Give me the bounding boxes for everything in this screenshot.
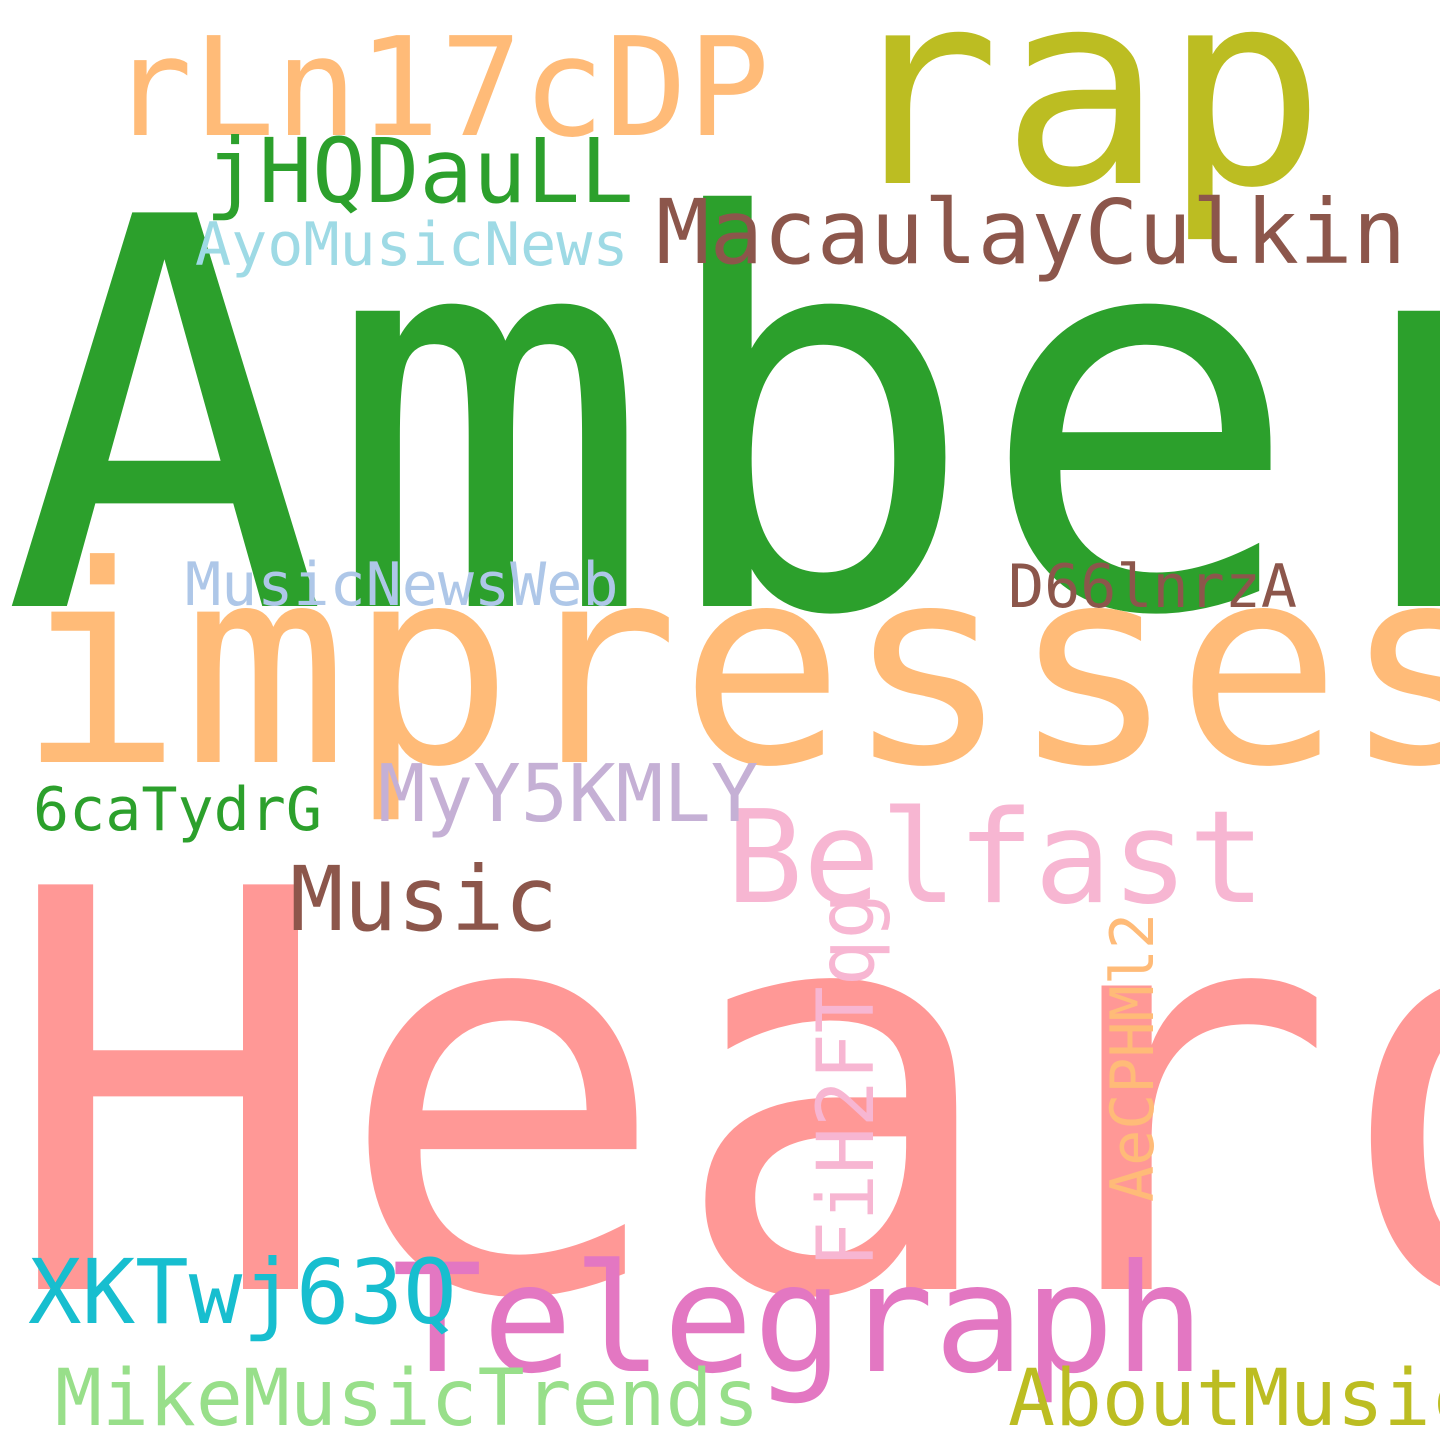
word-ayomusicnews: AyoMusicNews [195,210,629,280]
word-jhqdaull: jHQDauLL [205,119,634,223]
word-telegraph: Telegraph [392,1233,1205,1407]
word-xktwj63q: XKTwj63Q [28,1240,457,1344]
word-impresses: impresses [17,507,1440,827]
word-amber: Amber [2,106,1440,734]
word-myy5kmly: MyY5KMLY [378,748,759,840]
word-fih2ftqg: FiH2FTqg [802,892,892,1268]
word-d66lnrza: D66lnrzA [1008,552,1297,622]
word-aecphml2: AeCPHMl2 [1098,913,1168,1202]
word-macaulayculkin: MacaulayCulkin [656,180,1407,284]
word-music: Music [290,847,558,951]
word-6catydrg: 6caTydrG [33,775,322,845]
word-heard: Heard [1,774,1440,1420]
word-rln17cdp: rLn17cDP [110,9,770,168]
word-belfast: Belfast [726,784,1266,933]
word-musicnewsweb: MusicNewsWeb [185,550,619,620]
word-aboutmusic: AboutMusic [1008,1354,1440,1440]
word-mikemusictrends: MikeMusicTrends [55,1354,760,1440]
word-rap: rap [838,0,1326,247]
